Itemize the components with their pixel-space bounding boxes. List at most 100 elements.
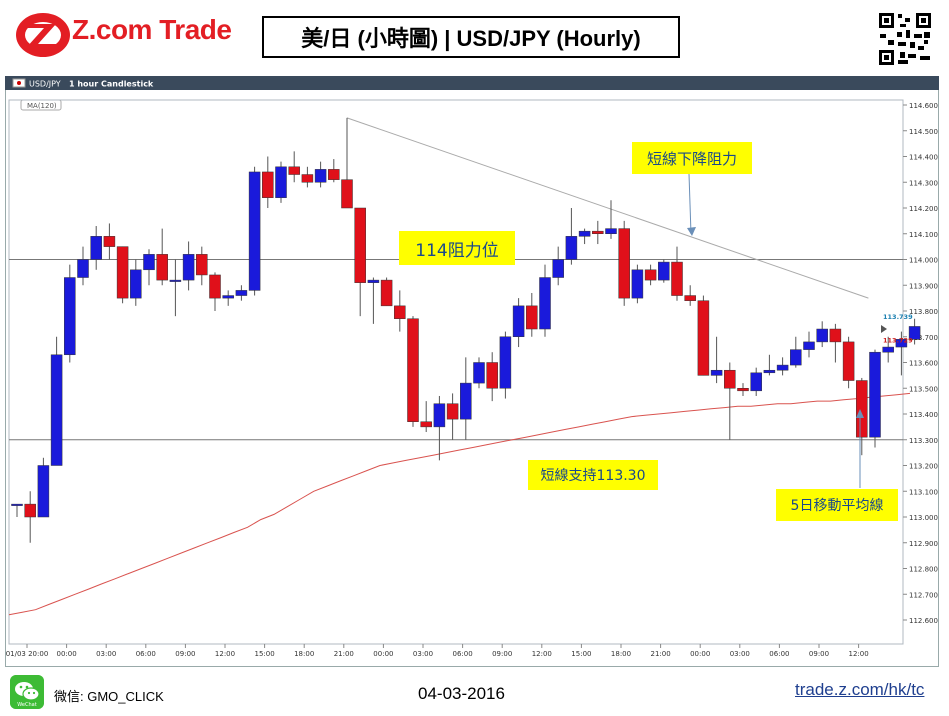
candle-body: [328, 169, 340, 180]
candle-body: [103, 236, 116, 247]
candle-body: [24, 503, 36, 518]
ask-price-label: 113.729: [883, 336, 913, 344]
x-tick-label: 00:00: [690, 650, 710, 658]
candle-body: [182, 254, 195, 281]
page-title: 美/日 (小時圖) | USD/JPY (Hourly): [262, 16, 680, 58]
y-tick-label: 114.000: [909, 257, 938, 265]
ma-line: [8, 392, 911, 616]
candle-body: [644, 269, 657, 281]
candle-body: [856, 380, 868, 438]
candle-body: [618, 228, 630, 299]
candle-body: [882, 346, 894, 353]
toolbar-chart-style: Candlestick: [101, 80, 154, 89]
candle-body: [301, 174, 314, 183]
candle-body: [394, 305, 406, 319]
chart-frame: [5, 76, 939, 667]
candle-body: [710, 369, 723, 376]
y-tick-label: 112.600: [909, 617, 938, 625]
candle-body: [869, 351, 881, 438]
candle-body: [737, 388, 749, 392]
candle-body: [50, 354, 63, 466]
candle-body: [37, 465, 50, 518]
svg-text:WeChat: WeChat: [17, 702, 36, 708]
x-tick-label: 21:00: [651, 650, 671, 658]
candle-body: [209, 274, 221, 299]
bid-price-label: 113.739: [883, 313, 913, 321]
y-tick-label: 112.800: [909, 566, 938, 574]
flag-icon-dot: [17, 81, 21, 85]
y-tick-label: 113.000: [909, 514, 938, 522]
x-tick-label: 15:00: [571, 650, 591, 658]
candle-body: [499, 336, 512, 389]
candle-body: [222, 295, 234, 299]
candle-body: [64, 277, 76, 356]
y-tick-label: 113.600: [909, 360, 938, 368]
price-marker-icon: [881, 325, 887, 334]
x-tick-label: 06:00: [136, 650, 156, 658]
candle-body: [539, 277, 551, 330]
x-tick-label: 03:00: [413, 650, 433, 658]
candle-body: [420, 421, 432, 428]
candle-body: [196, 254, 208, 276]
annotation-ma-label: 5日移動平均線: [776, 489, 898, 521]
y-tick-label: 114.100: [909, 231, 938, 239]
x-tick-label: 03:00: [96, 650, 116, 658]
y-tick-label: 113.400: [909, 411, 938, 419]
x-tick-label: 12:00: [532, 650, 552, 658]
candle-body: [446, 403, 459, 420]
candle-body: [354, 207, 366, 283]
candle-body: [592, 230, 604, 235]
candle-body: [790, 349, 802, 366]
candle-body: [130, 269, 142, 299]
y-tick-label: 114.300: [909, 179, 938, 187]
x-tick-label: 00:00: [373, 650, 393, 658]
candle-body: [116, 246, 129, 299]
candle-body: [631, 269, 644, 299]
candle-body: [486, 362, 498, 389]
annotation-downtrend-resistance: 短線下降阻力: [632, 142, 752, 174]
candle-body: [156, 254, 168, 281]
x-tick-label: 09:00: [809, 650, 829, 658]
candle-body: [314, 169, 327, 183]
y-tick-label: 113.300: [909, 437, 938, 445]
qr-code-icon: [878, 12, 932, 66]
arrow-head-downtrend: [687, 227, 696, 236]
candle-body: [235, 290, 248, 296]
y-tick-label: 114.400: [909, 154, 938, 162]
annotation-resistance-114: 114阻力位: [399, 231, 515, 265]
candle-body: [77, 259, 89, 278]
candle-body: [829, 328, 842, 343]
annotation-support: 短線支持113.30: [528, 460, 658, 490]
candle-body: [473, 362, 485, 384]
x-tick-label: 12:00: [849, 650, 869, 658]
candle-body: [803, 341, 815, 350]
toolbar-symbol: USD/JPY: [29, 80, 61, 89]
x-tick-label: 12:00: [215, 650, 235, 658]
wechat-label: 微信: GMO_CLICK: [54, 689, 164, 704]
candle-body: [341, 179, 353, 209]
footer-link[interactable]: trade.z.com/hk/tc: [795, 680, 925, 699]
x-tick-label: 15:00: [255, 650, 275, 658]
chart-toolbar: [5, 76, 939, 90]
candle-body: [526, 305, 538, 330]
x-tick-label: 06:00: [453, 650, 473, 658]
y-tick-label: 112.700: [909, 591, 938, 599]
y-tick-label: 112.900: [909, 540, 938, 548]
candle-body: [605, 228, 617, 235]
indicator-label: MA(120): [27, 102, 57, 110]
y-tick-label: 113.100: [909, 488, 938, 496]
arrow-head-ma: [856, 409, 864, 418]
candle-body: [367, 279, 380, 283]
x-tick-label: 18:00: [611, 650, 631, 658]
candle-body: [684, 295, 696, 301]
arrow-downtrend: [688, 173, 692, 235]
candle-body: [512, 305, 525, 338]
x-tick-label: 01/03 20:00: [6, 650, 49, 658]
candle-body: [842, 341, 855, 381]
candle-body: [169, 279, 182, 282]
candle-body: [724, 369, 736, 389]
toolbar-timeframe: 1 hour: [69, 80, 98, 89]
candle-body: [750, 372, 762, 392]
candle-body: [380, 279, 393, 307]
logo-text: Z.com Trade: [72, 14, 232, 45]
